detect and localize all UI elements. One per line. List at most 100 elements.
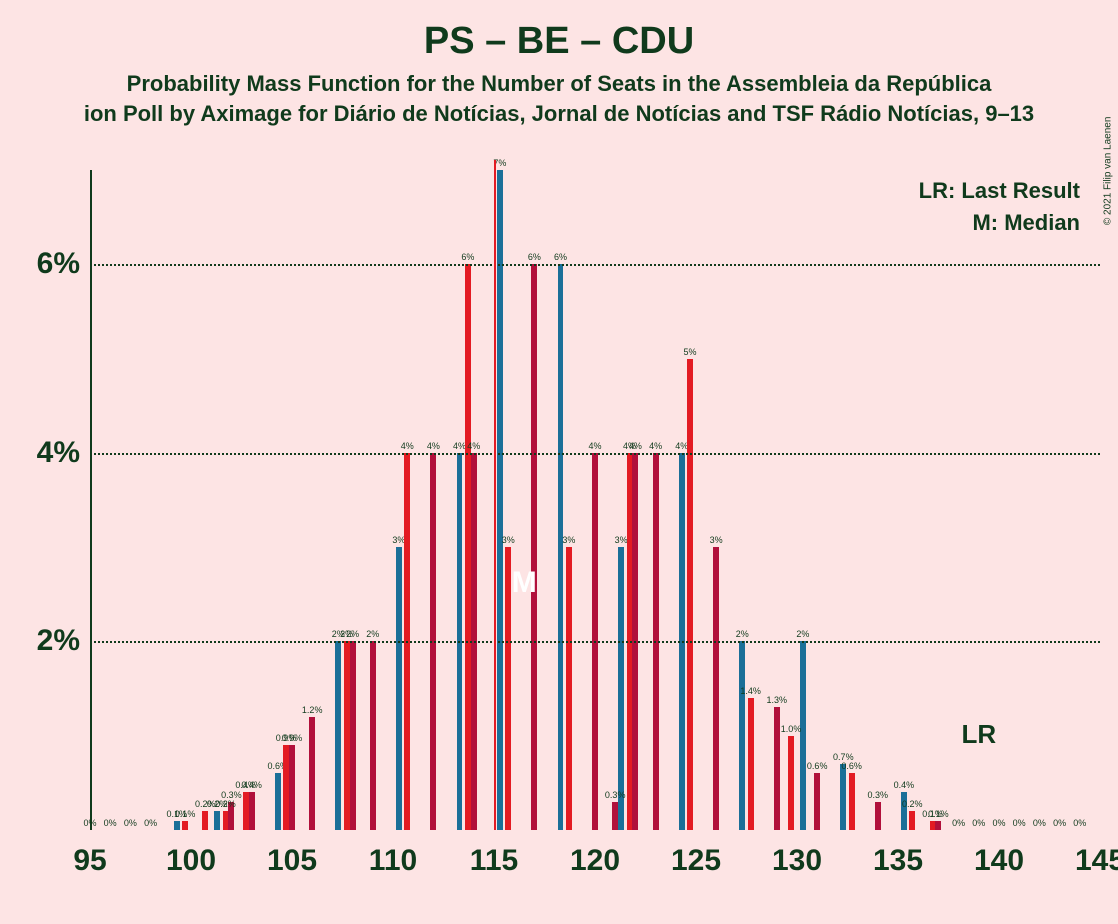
x-axis-label: 140 [974, 844, 1024, 878]
bar [309, 717, 315, 830]
bar-value-label: 1.2% [302, 705, 323, 715]
gridline [90, 641, 1100, 643]
copyright-text: © 2021 Filip van Laenen [1103, 117, 1114, 226]
chart-title: PS – BE – CDU [0, 20, 1118, 63]
bar-value-label: 0.6% [841, 761, 862, 771]
bar-value-label: 5% [684, 347, 697, 357]
bar [182, 821, 188, 830]
bar-value-label: 0.6% [807, 761, 828, 771]
bar-value-label: 0.1% [928, 809, 949, 819]
bar-value-label: 0% [1013, 818, 1026, 828]
bar-value-label: 2% [366, 629, 379, 639]
bar [335, 641, 341, 830]
x-axis-label: 110 [369, 844, 417, 878]
bar-value-label: 3% [562, 535, 575, 545]
x-axis-label: 100 [166, 844, 216, 878]
bar-value-label: 0.9% [282, 733, 303, 743]
bar [901, 792, 907, 830]
x-axis-label: 130 [772, 844, 822, 878]
bar [505, 547, 511, 830]
bar-value-label: 1.3% [767, 695, 788, 705]
bar [875, 802, 881, 830]
bar [202, 811, 208, 830]
bar [849, 773, 855, 830]
bar-value-label: 4% [629, 441, 642, 451]
bar [275, 773, 281, 830]
bar [214, 811, 220, 830]
bar-value-label: 0.3% [868, 790, 889, 800]
x-axis-label: 135 [873, 844, 923, 878]
bar-value-label: 0% [144, 818, 157, 828]
bar [618, 547, 624, 830]
bar-value-label: 0% [104, 818, 117, 828]
bar-value-label: 0% [1073, 818, 1086, 828]
bar [566, 547, 572, 830]
bar-value-label: 4% [649, 441, 662, 451]
x-axis-label: 145 [1075, 844, 1118, 878]
bar [909, 811, 915, 830]
bar [713, 547, 719, 830]
bar-value-label: 0% [992, 818, 1005, 828]
bar [800, 641, 806, 830]
bar-value-label: 6% [528, 252, 541, 262]
median-label: M [512, 566, 537, 600]
bar [249, 792, 255, 830]
bar [840, 764, 846, 830]
bar [814, 773, 820, 830]
bar [289, 745, 295, 830]
bar [687, 359, 693, 830]
bar [350, 641, 356, 830]
bar-value-label: 4% [401, 441, 414, 451]
chart-subtitle-1: Probability Mass Function for the Number… [0, 71, 1118, 97]
bar-value-label: 3% [502, 535, 515, 545]
bar-value-label: 1.4% [740, 686, 761, 696]
x-axis-label: 125 [671, 844, 721, 878]
bar-value-label: 4% [427, 441, 440, 451]
bar [788, 736, 794, 830]
bar [370, 641, 376, 830]
bar-value-label: 6% [554, 252, 567, 262]
bar-value-label: 0% [83, 818, 96, 828]
bar-value-label: 0% [124, 818, 137, 828]
median-marker-line [494, 160, 496, 830]
bar [174, 821, 180, 830]
x-axis-label: 95 [73, 844, 106, 878]
bar [497, 170, 503, 830]
bar-value-label: 6% [461, 252, 474, 262]
x-axis-label: 120 [570, 844, 620, 878]
bar [558, 264, 564, 830]
bar-value-label: 4% [467, 441, 480, 451]
bar-value-label: 1.0% [781, 724, 802, 734]
bar [748, 698, 754, 830]
bar-value-label: 0.2% [215, 799, 236, 809]
bar-value-label: 0% [1033, 818, 1046, 828]
bar-value-label: 2% [736, 629, 749, 639]
y-axis-label: 6% [37, 247, 80, 281]
bars-container: 0%0%0%0%0.1%0.1%0.2%0.2%0.2%0.3%0.4%0.4%… [90, 170, 1100, 830]
bar-value-label: 0% [1053, 818, 1066, 828]
bar [531, 264, 537, 830]
gridline [90, 264, 1100, 266]
bar-value-label: 3% [710, 535, 723, 545]
bar-value-label: 0.1% [175, 809, 196, 819]
bar-value-label: 2% [346, 629, 359, 639]
y-axis-label: 4% [37, 436, 80, 470]
gridline [90, 453, 1100, 455]
bar-value-label: 0% [952, 818, 965, 828]
bar [739, 641, 745, 830]
x-axis-label: 105 [267, 844, 317, 878]
last-result-label: LR [961, 719, 996, 750]
y-axis-label: 2% [37, 624, 80, 658]
bar-value-label: 0% [972, 818, 985, 828]
bar [396, 547, 402, 830]
bar-value-label: 4% [588, 441, 601, 451]
bar-value-label: 0.3% [605, 790, 626, 800]
bar-value-label: 0.4% [894, 780, 915, 790]
x-axis-label: 115 [470, 844, 518, 878]
bar-value-label: 0.4% [241, 780, 262, 790]
chart-plot-area: 0%0%0%0%0.1%0.1%0.2%0.2%0.2%0.3%0.4%0.4%… [90, 170, 1100, 830]
title-block: PS – BE – CDU Probability Mass Function … [0, 20, 1118, 127]
bar [935, 821, 941, 830]
bar-value-label: 0.3% [221, 790, 242, 800]
bar-value-label: 0.2% [902, 799, 923, 809]
